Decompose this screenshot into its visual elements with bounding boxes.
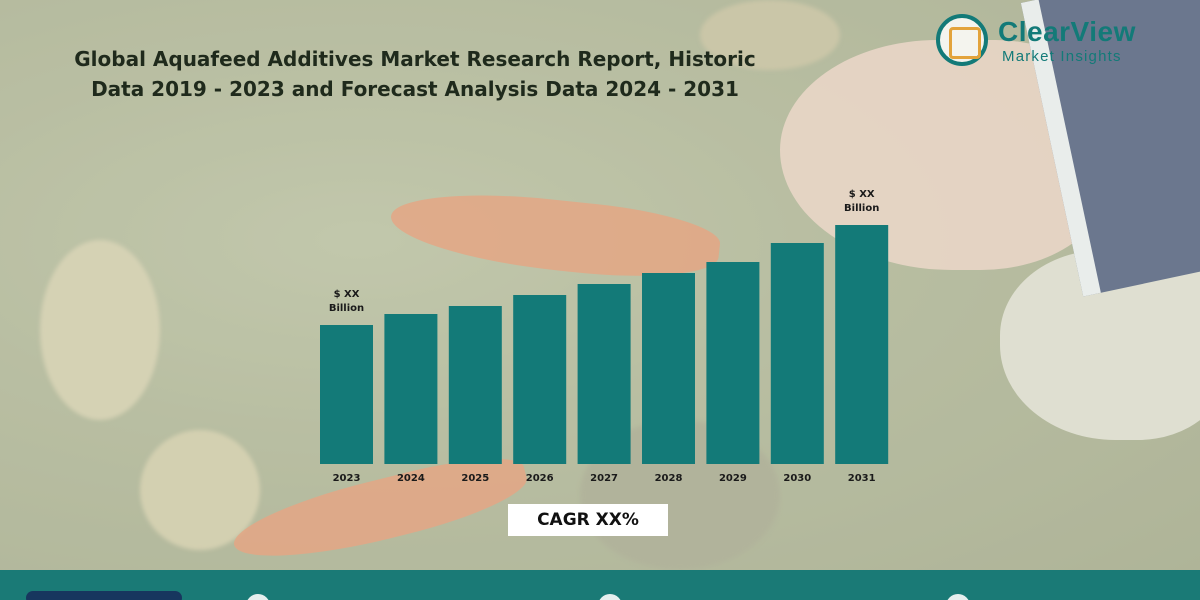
x-tick-label-2029: 2029 bbox=[719, 473, 747, 484]
x-tick-label-2031: 2031 bbox=[848, 473, 876, 484]
bar-2026 bbox=[513, 295, 567, 464]
data-label-2031-line1: $ XX bbox=[849, 189, 875, 200]
logo-mark-icon bbox=[936, 14, 988, 66]
footer-badge[interactable] bbox=[26, 591, 182, 600]
x-tick-label-2030: 2030 bbox=[783, 473, 811, 484]
x-tick-label-2023: 2023 bbox=[333, 473, 361, 484]
cagr-label: CAGR XX% bbox=[508, 504, 668, 536]
x-tick-label-2024: 2024 bbox=[397, 473, 425, 484]
bar-2023 bbox=[320, 325, 373, 464]
globe-icon[interactable] bbox=[246, 594, 270, 600]
title-line-2: Data 2019 - 2023 and Forecast Analysis D… bbox=[91, 77, 739, 101]
x-tick-label-2028: 2028 bbox=[655, 473, 683, 484]
title-line-1: Global Aquafeed Additives Market Researc… bbox=[74, 47, 756, 71]
pebble-shape bbox=[140, 430, 260, 550]
page-title: Global Aquafeed Additives Market Researc… bbox=[40, 44, 790, 104]
data-label-2031-line2: Billion bbox=[844, 203, 879, 214]
email-icon[interactable] bbox=[598, 594, 622, 600]
x-tick-label-2026: 2026 bbox=[526, 473, 554, 484]
logo-tagline: Market Insights bbox=[1002, 48, 1122, 65]
x-tick-label-2027: 2027 bbox=[590, 473, 618, 484]
data-label-2023-line1: $ XX bbox=[334, 289, 360, 300]
phone-icon[interactable] bbox=[946, 594, 970, 600]
pebble-shape bbox=[40, 240, 160, 420]
bar-2030 bbox=[770, 243, 824, 464]
x-tick-label-2025: 2025 bbox=[461, 473, 489, 484]
bar-2025 bbox=[448, 306, 502, 464]
pebble-shape bbox=[700, 0, 840, 70]
bar-2027 bbox=[577, 284, 631, 464]
logo-name: ClearView bbox=[998, 16, 1136, 47]
bar-2024 bbox=[384, 314, 438, 464]
data-label-2023-line2: Billion bbox=[329, 303, 364, 314]
brand-logo[interactable]: ClearView Market Insights bbox=[936, 14, 1166, 70]
footer-bar bbox=[0, 570, 1200, 600]
bar-2028 bbox=[642, 273, 695, 464]
bar-2029 bbox=[706, 262, 760, 464]
bar-2031 bbox=[835, 225, 889, 464]
